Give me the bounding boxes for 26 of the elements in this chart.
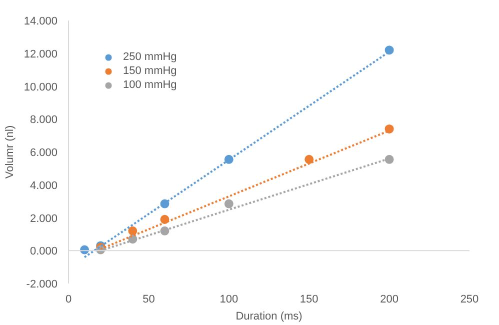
y-tick-label: 8.000 — [30, 114, 58, 126]
point — [384, 46, 394, 55]
y-tick-label: 0.000 — [30, 246, 58, 258]
y-tick-label: 6.000 — [30, 147, 58, 159]
x-axis-title: Duration (ms) — [236, 310, 302, 322]
x-tick-label: 250 — [460, 294, 479, 306]
y-tick-label: 2.000 — [30, 212, 58, 225]
x-tick-label: 100 — [220, 294, 238, 306]
y-tick-label: 10.000 — [24, 81, 58, 94]
x-tick-label: 50 — [142, 294, 155, 306]
point — [128, 226, 138, 236]
legend-label: 250 mmHg — [123, 50, 177, 64]
point — [384, 124, 394, 134]
point — [384, 154, 394, 164]
y-tick-label: -2.000 — [26, 278, 58, 290]
point — [304, 154, 314, 164]
y-tick-label: 4.000 — [30, 180, 58, 192]
x-tick-label: 200 — [380, 294, 398, 306]
x-tick-label: 0 — [65, 294, 72, 306]
legend-label: 100 mmHg — [123, 78, 177, 92]
y-tick-label: 12.000 — [24, 48, 58, 60]
point — [224, 199, 234, 208]
y-tick-label: 14.000 — [24, 16, 58, 28]
legend-label: 150 mmHg — [123, 64, 177, 78]
y-axis-title: Volumr (nl) — [4, 125, 16, 179]
x-tick-label: 150 — [300, 294, 318, 306]
